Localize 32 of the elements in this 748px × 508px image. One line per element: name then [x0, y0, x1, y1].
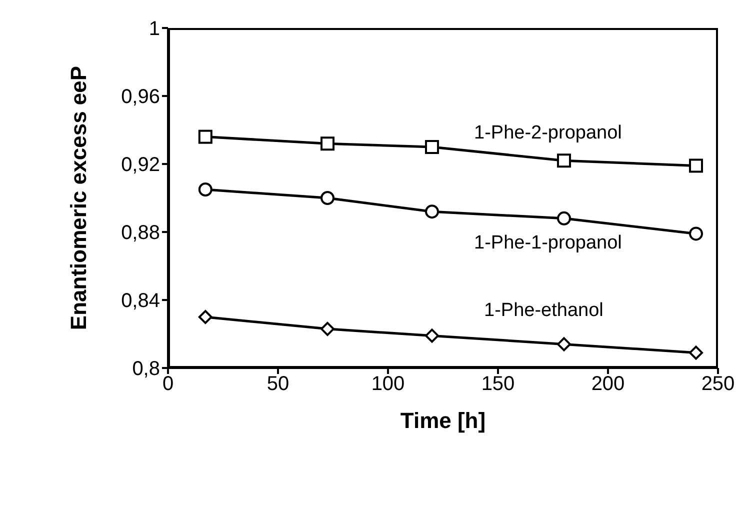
point [198, 182, 212, 196]
y-tick-label: 0,88 [121, 222, 160, 244]
point [557, 211, 571, 226]
point [320, 191, 334, 205]
x-tick-label: 250 [701, 373, 735, 396]
point [425, 204, 439, 219]
y-axis-title: Enantiomeric excess eeP [66, 66, 91, 330]
y-tick-label: 0,8 [132, 358, 160, 380]
point [557, 154, 571, 168]
point [689, 158, 703, 173]
x-axis-title: Time [h] [400, 408, 486, 433]
series-label: 1-Phe-ethanol [484, 300, 604, 322]
point [320, 322, 334, 336]
point [557, 337, 571, 352]
y-tick-label: 0,96 [121, 86, 160, 108]
series-label: 1-Phe-2-propanol [474, 122, 622, 144]
y-tick-label: 0,92 [121, 154, 160, 176]
point [320, 136, 334, 151]
x-tick-label: 0 [162, 373, 174, 396]
series-label: 1-Phe-1-propanol [474, 232, 622, 254]
point [198, 310, 212, 324]
point [689, 226, 703, 241]
y-tick-label: 1 [148, 18, 160, 40]
point [425, 140, 439, 154]
x-tick-label: 200 [591, 373, 625, 396]
y-tick-label: 0,84 [121, 290, 160, 312]
point [689, 346, 703, 360]
point [198, 130, 212, 144]
x-tick-label: 100 [371, 373, 405, 396]
x-tick-label: 150 [481, 373, 515, 396]
point [425, 328, 439, 343]
x-tick-label: 50 [266, 373, 290, 396]
